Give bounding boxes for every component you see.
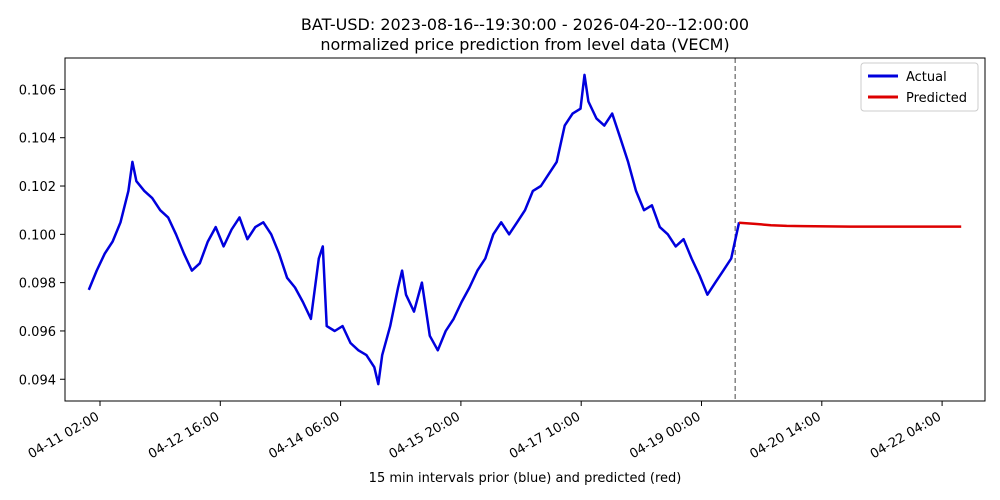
legend: Actual Predicted — [860, 62, 979, 112]
x-tick-label: 04-12 16:00 — [146, 409, 222, 462]
legend-label-predicted: Predicted — [906, 91, 967, 106]
chart-subtitle: normalized price prediction from level d… — [320, 35, 729, 54]
series-predicted-line — [739, 221, 962, 228]
x-tick-label: 04-11 02:00 — [26, 409, 102, 462]
legend-label-actual: Actual — [906, 70, 947, 85]
y-tick-label: 0.102 — [19, 180, 56, 195]
y-tick-label: 0.098 — [19, 277, 56, 292]
x-tick-label: 04-19 00:00 — [627, 409, 703, 462]
series-actual-line — [87, 73, 741, 386]
y-tick-label: 0.106 — [19, 83, 56, 98]
x-tick-label: 04-20 14:00 — [748, 409, 824, 462]
x-tick-label: 04-14 06:00 — [266, 409, 342, 462]
series-lines — [87, 73, 962, 386]
x-tick-label: 04-22 04:00 — [868, 409, 944, 462]
x-axis-label: 15 min intervals prior (blue) and predic… — [369, 471, 682, 486]
y-tick-label: 0.094 — [19, 373, 56, 388]
y-tick-label: 0.096 — [19, 325, 56, 340]
plot-frame — [64, 57, 986, 402]
x-tick-label: 04-15 20:00 — [387, 409, 463, 462]
chart-title: BAT-USD: 2023-08-16--19:30:00 - 2026-04-… — [301, 15, 749, 34]
x-tick-label: 04-17 10:00 — [507, 409, 583, 462]
x-axis-ticks: 04-11 02:00 04-12 16:00 04-14 06:00 04-15 2… — [26, 401, 944, 462]
y-axis-ticks: 0.094 0.096 0.098 0.100 0.102 0.104 0.106 — [19, 83, 65, 388]
y-tick-label: 0.104 — [19, 132, 56, 147]
y-tick-label: 0.100 — [19, 228, 56, 243]
